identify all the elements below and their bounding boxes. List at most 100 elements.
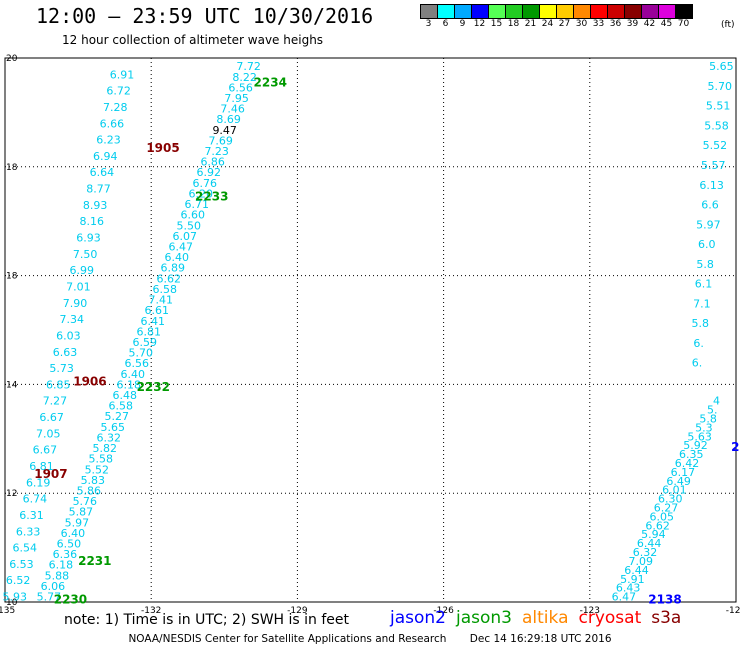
data-value-label: 8.93 — [83, 199, 108, 212]
data-value-label: 6.23 — [96, 134, 121, 147]
x-tick-label: -120 — [726, 606, 740, 616]
data-value-label: 5.27 — [105, 410, 130, 423]
data-value-label: 7.09 — [628, 555, 653, 568]
data-value-label: 6.30 — [658, 493, 683, 506]
data-value-label: 6.52 — [6, 574, 31, 587]
data-value-label: 5.58 — [89, 453, 114, 466]
data-value-label: 6.03 — [56, 329, 81, 342]
data-value-label: 6.56 — [125, 357, 150, 370]
data-value-label: 6.17 — [671, 466, 696, 479]
data-value-label: 6.49 — [666, 475, 691, 488]
track-label: 2230 — [54, 592, 87, 606]
data-value-label: 6.62 — [645, 519, 670, 532]
data-value-label: 5.8 — [696, 258, 714, 271]
color-scale-label: 18 — [507, 19, 520, 29]
data-value-label: 5.70 — [129, 347, 154, 360]
data-value-label: 6.67 — [39, 411, 64, 424]
color-scale-legend: 3 6 9 12 15 18 21 24 27 30 33 36 39 42 45 70 (ft) — [420, 4, 735, 30]
data-value-label: 5.94 — [641, 528, 666, 541]
x-tick-label: -126 — [433, 606, 454, 616]
data-value-label: 7.23 — [204, 145, 229, 158]
data-value-label: 5.77 — [37, 591, 62, 604]
track-label: 2138 — [648, 592, 681, 606]
data-value-label: 6.67 — [33, 444, 58, 457]
satellite-legend-cryosat: cryosat — [578, 608, 642, 628]
data-value-label: 6.63 — [53, 346, 78, 359]
footer-timestamp: Dec 14 16:29:18 UTC 2016 — [469, 633, 612, 645]
data-value-label: 5.52 — [85, 463, 110, 476]
color-scale-label: 6 — [442, 19, 449, 29]
data-value-label: 4 — [713, 395, 720, 408]
data-value-label: 5.97 — [696, 218, 721, 231]
data-value-label: 5.8 — [692, 317, 710, 330]
data-value-label: 5.93 — [2, 591, 27, 604]
data-value-label: 6.56 — [228, 81, 253, 94]
data-value-label: 6.94 — [93, 150, 118, 163]
data-value-label: 6.32 — [97, 431, 122, 444]
footer: NOAA/NESDIS Center for Satellite Applica… — [0, 633, 740, 645]
data-value-label: 6.05 — [650, 510, 675, 523]
data-value-label: 7.90 — [63, 297, 88, 310]
data-value-label: 6.62 — [156, 272, 181, 285]
data-value-label: 8.16 — [80, 215, 105, 228]
data-value-label: 7.01 — [66, 280, 91, 293]
data-value-label: 5.86 — [77, 484, 102, 497]
data-value-label: 6.74 — [23, 493, 48, 506]
data-value-label: 6.81 — [137, 325, 162, 338]
track-label: 1906 — [73, 375, 106, 389]
color-scale-swatches — [420, 4, 693, 19]
data-value-label: 6.36 — [53, 548, 78, 561]
track-label: 2 — [731, 440, 739, 454]
x-tick-label: -135 — [0, 606, 15, 616]
data-value-label: 5.57 — [701, 159, 726, 172]
track-label: 1905 — [146, 141, 179, 155]
track-label: 2231 — [78, 554, 111, 568]
data-value-label: 6.18 — [117, 378, 142, 391]
x-tick-label: -132 — [141, 606, 161, 616]
track-label: 2232 — [137, 380, 170, 394]
data-value-label: 5.97 — [65, 516, 90, 529]
data-value-label: 5.63 — [687, 430, 712, 443]
data-value-label: 6.40 — [61, 527, 86, 540]
data-value-label: 5.82 — [93, 442, 118, 455]
satellite-legend-s3a: s3a — [651, 608, 682, 628]
data-value-label: 5. — [707, 404, 718, 417]
data-value-label: 5.3 — [695, 421, 713, 434]
data-value-label: 7.41 — [149, 294, 174, 307]
satellite-legend-jason3: jason3 — [456, 608, 512, 628]
y-tick-label: 14 — [6, 380, 18, 390]
data-value-label: 7.69 — [208, 134, 233, 147]
data-value-label: 6.19 — [26, 476, 51, 489]
data-value-label: 6. — [692, 357, 703, 370]
data-value-label: 6.48 — [113, 389, 138, 402]
data-value-label: 6.6 — [701, 199, 719, 212]
color-scale-label: 45 — [660, 19, 673, 29]
page-title: 12:00 – 23:59 UTC 10/30/2016 — [36, 4, 374, 28]
data-value-label: 7.27 — [43, 395, 68, 408]
satellite-legend-jason2: jason2 — [390, 608, 446, 628]
data-value-label: 6.18 — [49, 559, 74, 572]
data-value-label: 6.33 — [16, 525, 41, 538]
track-label: 1907 — [34, 467, 67, 481]
data-value-label: 6.76 — [192, 177, 217, 190]
data-value-label: 6.60 — [180, 209, 205, 222]
data-value-label: 6.42 — [675, 457, 700, 470]
data-value-label: 6.93 — [76, 232, 101, 245]
y-tick-label: 10 — [6, 598, 18, 608]
data-value-label: 6.47 — [612, 591, 637, 604]
data-value-label: 5.87 — [69, 506, 94, 519]
data-value-label: 6.40 — [164, 251, 189, 264]
x-tick-label: -123 — [580, 606, 600, 616]
data-value-label: 5.92 — [683, 439, 708, 452]
data-value-label: 6.31 — [19, 509, 44, 522]
y-tick-label: 20 — [6, 54, 18, 64]
data-value-label: 7.05 — [36, 427, 61, 440]
data-value-label: 6.72 — [106, 85, 131, 98]
data-value-label: 8.22 — [232, 71, 257, 84]
data-value-label: 7.46 — [220, 103, 245, 116]
data-value-label: 6.06 — [41, 580, 66, 593]
data-value-label: 6.91 — [110, 68, 135, 81]
color-scale-label: 42 — [643, 19, 656, 29]
data-value-label: 6.61 — [145, 304, 170, 317]
